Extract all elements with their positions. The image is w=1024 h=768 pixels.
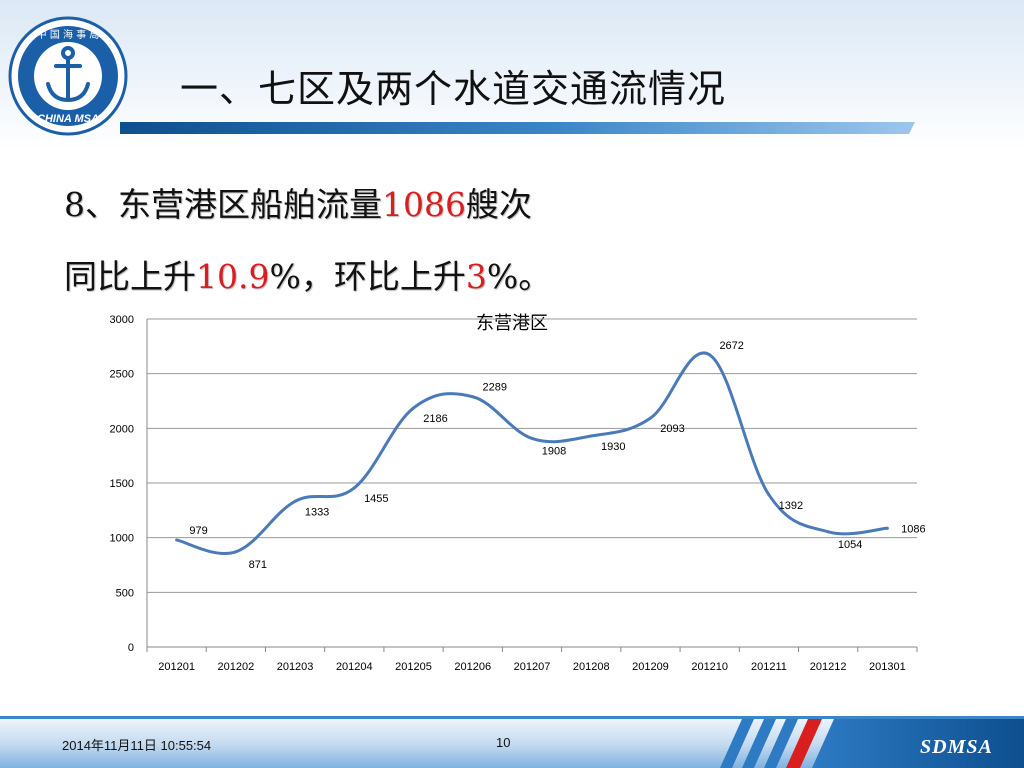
anchor-icon <box>46 46 90 103</box>
x-tick-label: 201210 <box>691 661 728 673</box>
data-point <box>175 538 179 542</box>
data-label: 2289 <box>483 382 507 394</box>
mom-increase-value: 3 <box>465 257 487 296</box>
x-tick-label: 201301 <box>869 661 906 673</box>
headline-line-2: 同比上升10.9%，环比上升3%。 <box>64 250 551 298</box>
data-point <box>648 416 652 420</box>
data-label: 1086 <box>901 523 925 535</box>
y-tick-label: 0 <box>128 642 134 654</box>
headline-1-prefix: 8、东营港区船舶流量 <box>64 185 382 224</box>
headline-2-suffix: %。 <box>486 257 552 296</box>
x-tick-label: 201202 <box>217 661 254 673</box>
y-tick-label: 2000 <box>110 423 134 435</box>
data-point <box>234 550 238 554</box>
y-tick-label: 500 <box>116 587 134 599</box>
logo-bottom-text: CHINA MSA <box>37 113 99 125</box>
data-label: 1930 <box>601 441 625 453</box>
data-point <box>767 493 771 497</box>
chart-title: 东营港区 <box>476 313 548 334</box>
footer-brand: SDMSA <box>920 736 993 758</box>
data-point <box>826 530 830 534</box>
header-divider-bar <box>120 122 915 134</box>
slide-title: 一、七区及两个水道交通流情况 <box>180 67 727 111</box>
data-point <box>708 353 712 357</box>
x-tick-label: 201207 <box>514 661 551 673</box>
series-line <box>176 351 888 555</box>
data-point <box>885 526 889 530</box>
x-tick-label: 201201 <box>158 661 195 673</box>
footer-bar <box>0 716 1024 768</box>
footer-stripes <box>720 719 822 768</box>
data-label: 1455 <box>364 493 388 505</box>
data-point <box>471 395 475 399</box>
y-tick-label: 3000 <box>110 314 134 326</box>
footer-date: 2014年11月11日 10:55:54 <box>62 738 212 753</box>
data-point <box>352 486 356 490</box>
yoy-increase-value: 10.9 <box>196 257 270 296</box>
data-label: 1054 <box>838 539 862 551</box>
headline-line-1: 8、东营港区船舶流量1086艘次 <box>64 178 532 226</box>
vessel-count-value: 1086 <box>382 185 466 224</box>
headline-1-suffix: 艘次 <box>465 185 532 224</box>
data-point <box>589 434 593 438</box>
y-tick-label: 2500 <box>110 369 134 381</box>
data-label: 1908 <box>542 445 566 457</box>
data-label: 871 <box>249 559 267 571</box>
headline-2-prefix: 同比上升 <box>64 257 196 296</box>
line-chart: 东营港区 0 500 1000 1500 2000 2500 3000 201201 2012… <box>110 313 926 673</box>
x-tick-label: 201212 <box>810 661 847 673</box>
x-tick-label: 201208 <box>573 661 610 673</box>
data-label: 2093 <box>660 423 684 435</box>
headline-2-mid: %，环比上升 <box>269 257 466 296</box>
data-label: 979 <box>189 525 207 537</box>
data-point <box>412 406 416 410</box>
x-tick-label: 201205 <box>395 661 432 673</box>
y-tick-label: 1500 <box>110 478 134 490</box>
x-tick-label: 201203 <box>277 661 314 673</box>
x-tick-label: 201206 <box>454 661 491 673</box>
data-label: 1392 <box>779 500 803 512</box>
page-number: 10 <box>496 735 511 750</box>
china-msa-logo: 中 国 海 事 局 CHINA MSA <box>8 16 128 136</box>
data-label: 1333 <box>305 506 329 518</box>
x-tick-label: 201209 <box>632 661 669 673</box>
data-label: 2186 <box>423 413 447 425</box>
x-tick-label: 201211 <box>751 661 787 673</box>
x-tick-label: 201204 <box>336 661 373 673</box>
y-tick-label: 1000 <box>110 533 134 545</box>
data-label: 2672 <box>719 340 743 352</box>
data-point <box>530 436 534 440</box>
data-point <box>293 499 297 503</box>
logo-top-text: 中 国 海 事 局 <box>37 28 100 41</box>
